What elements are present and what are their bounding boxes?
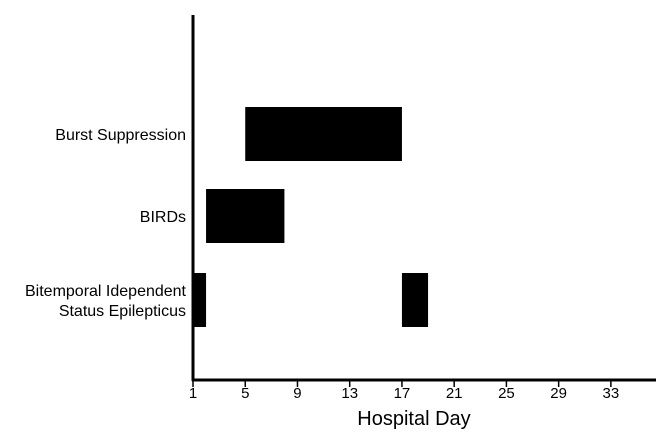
category-label: BIRDs	[140, 209, 186, 226]
range-bar	[401, 273, 429, 327]
x-tick-label: 5	[241, 385, 249, 402]
range-bar	[245, 107, 402, 161]
x-tick-label: 21	[446, 385, 463, 402]
x-axis-title: Hospital Day	[357, 408, 470, 430]
category-label: Status Epilepticus	[59, 303, 186, 320]
x-tick-label: 13	[341, 385, 358, 402]
category-label: Bitemporal Idependent	[25, 283, 187, 300]
category-label: Burst Suppression	[55, 127, 186, 144]
x-tick-label: 29	[550, 385, 567, 402]
category-labels: Burst Suppression BIRDs Bitemporal Idepend…	[25, 127, 187, 320]
x-tick-label: 1	[189, 385, 197, 402]
bars-layer	[193, 107, 429, 327]
x-tick-label: 9	[293, 385, 301, 402]
x-tick-label: 17	[394, 385, 411, 402]
x-tick-label: 33	[603, 385, 620, 402]
x-tick-label: 25	[498, 385, 515, 402]
range-bar	[193, 273, 207, 327]
x-ticks: 1 5 9 13 17 21 25 29 33	[189, 380, 619, 402]
range-bar	[206, 189, 285, 243]
